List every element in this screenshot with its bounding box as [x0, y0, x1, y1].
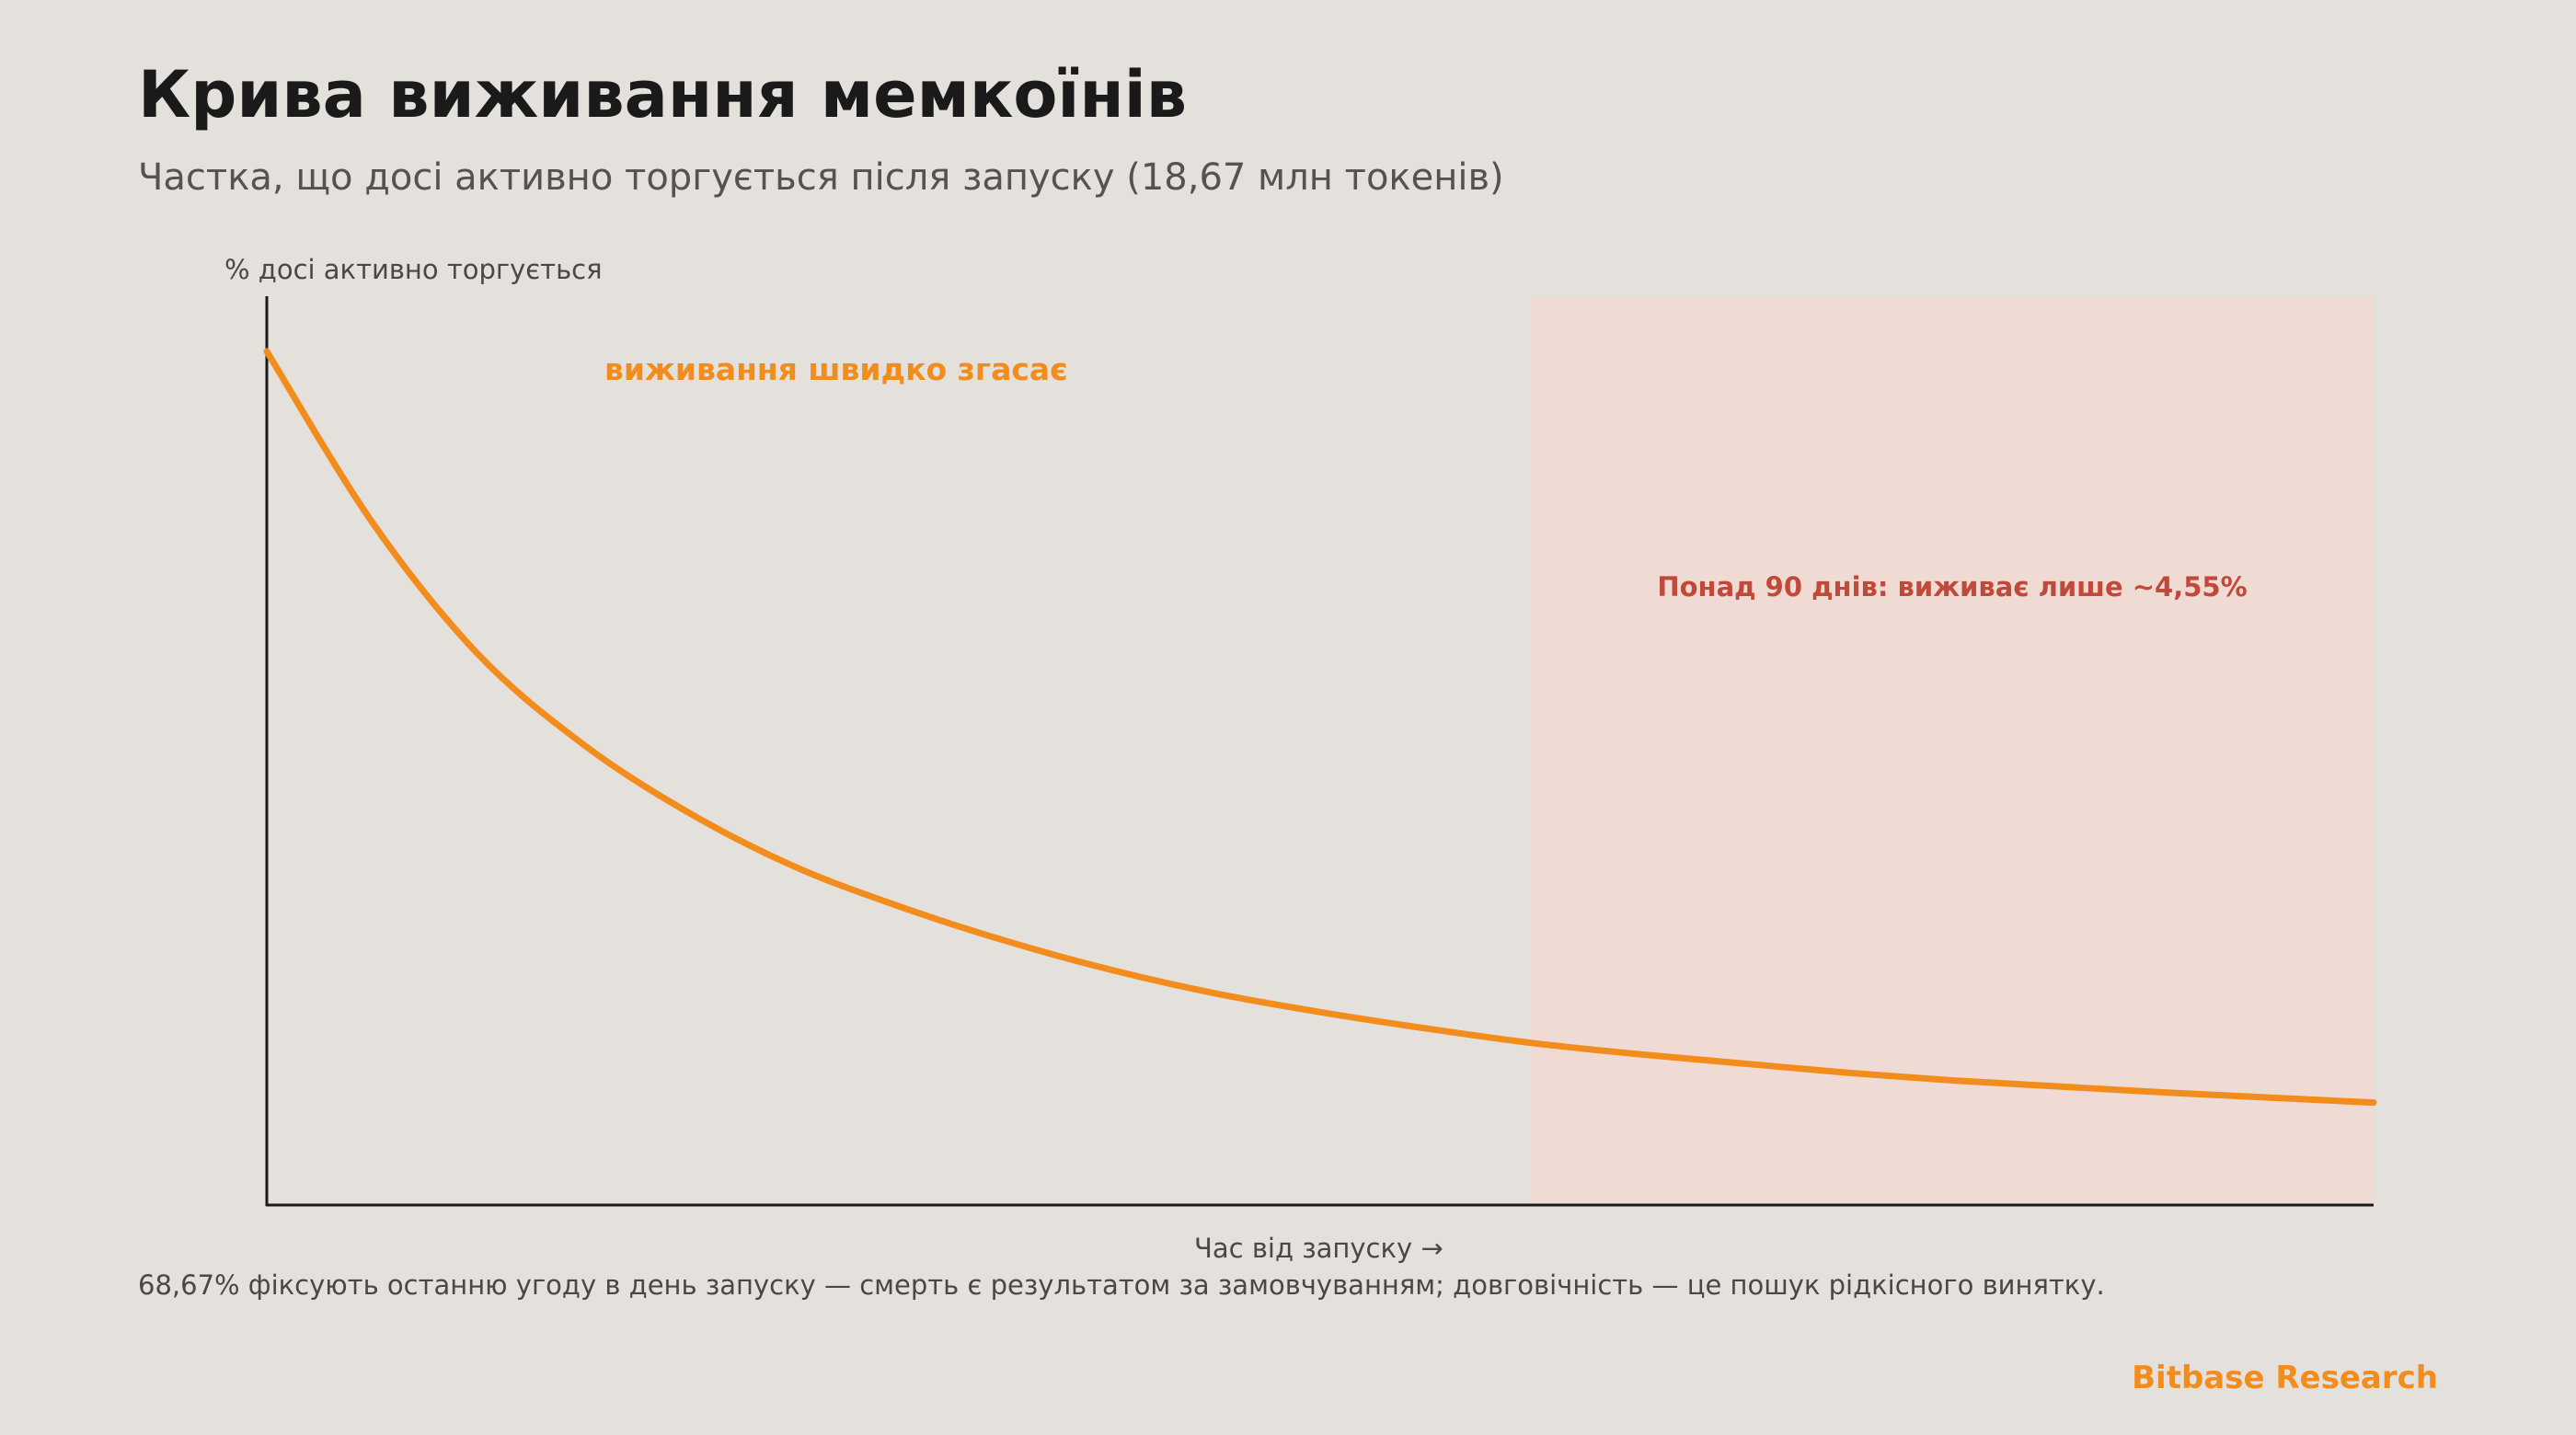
footnote: 68,67% фіксують останню угоду в день зап…: [138, 1269, 2105, 1301]
x-axis-label: Час від запуску →: [1194, 1233, 1443, 1264]
brand-logo-text: Bitbase Research: [2132, 1360, 2438, 1396]
survival-curve-line: [263, 348, 2377, 1107]
annotation-fast-decay: виживання швидко згасає: [604, 351, 1068, 387]
y-axis-label: % досі активно торгується: [224, 254, 603, 285]
chart-subtitle: Частка, що досі активно торгується після…: [138, 156, 1504, 199]
annotation-over-90-days: Понад 90 днів: виживає лише ~4,55%: [1657, 571, 2247, 603]
over-90-days-region: [1531, 296, 2374, 1205]
chart-title: Крива виживання мемкоїнів: [138, 57, 1188, 132]
